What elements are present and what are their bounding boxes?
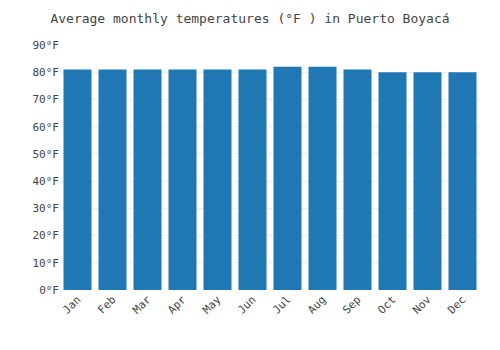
svg-text:30°F: 30°F [33,202,60,215]
svg-text:Mar: Mar [130,293,154,317]
svg-text:Jul: Jul [270,293,293,316]
svg-text:10°F: 10°F [33,257,60,270]
svg-text:Jun: Jun [235,293,258,316]
svg-text:Sep: Sep [340,293,363,316]
svg-text:Apr: Apr [165,293,189,317]
svg-text:40°F: 40°F [33,175,60,188]
svg-text:80°F: 80°F [33,66,60,79]
svg-text:60°F: 60°F [33,121,60,134]
svg-text:Dec: Dec [445,293,468,316]
svg-text:50°F: 50°F [33,148,60,161]
svg-text:Average monthly temperatures (: Average monthly temperatures (°F ) in Pu… [50,11,449,26]
svg-text:Oct: Oct [375,293,398,316]
svg-text:May: May [200,293,224,317]
svg-text:70°F: 70°F [33,93,60,106]
svg-text:Feb: Feb [95,293,118,316]
svg-text:0°F: 0°F [39,284,59,297]
svg-text:Nov: Nov [410,293,434,317]
svg-text:Aug: Aug [305,293,328,316]
svg-text:90°F: 90°F [33,39,60,52]
svg-text:20°F: 20°F [33,229,60,242]
svg-text:Jan: Jan [60,293,83,316]
